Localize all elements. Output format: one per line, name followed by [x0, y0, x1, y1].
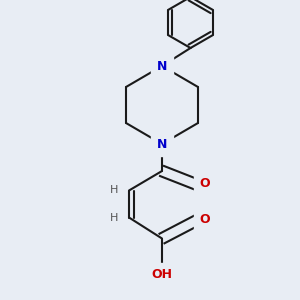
Text: OH: OH [152, 268, 172, 281]
Text: H: H [110, 184, 118, 195]
Text: N: N [157, 59, 167, 73]
Text: N: N [157, 137, 167, 151]
Text: O: O [200, 177, 210, 190]
Text: O: O [200, 213, 210, 226]
Text: H: H [110, 213, 118, 224]
